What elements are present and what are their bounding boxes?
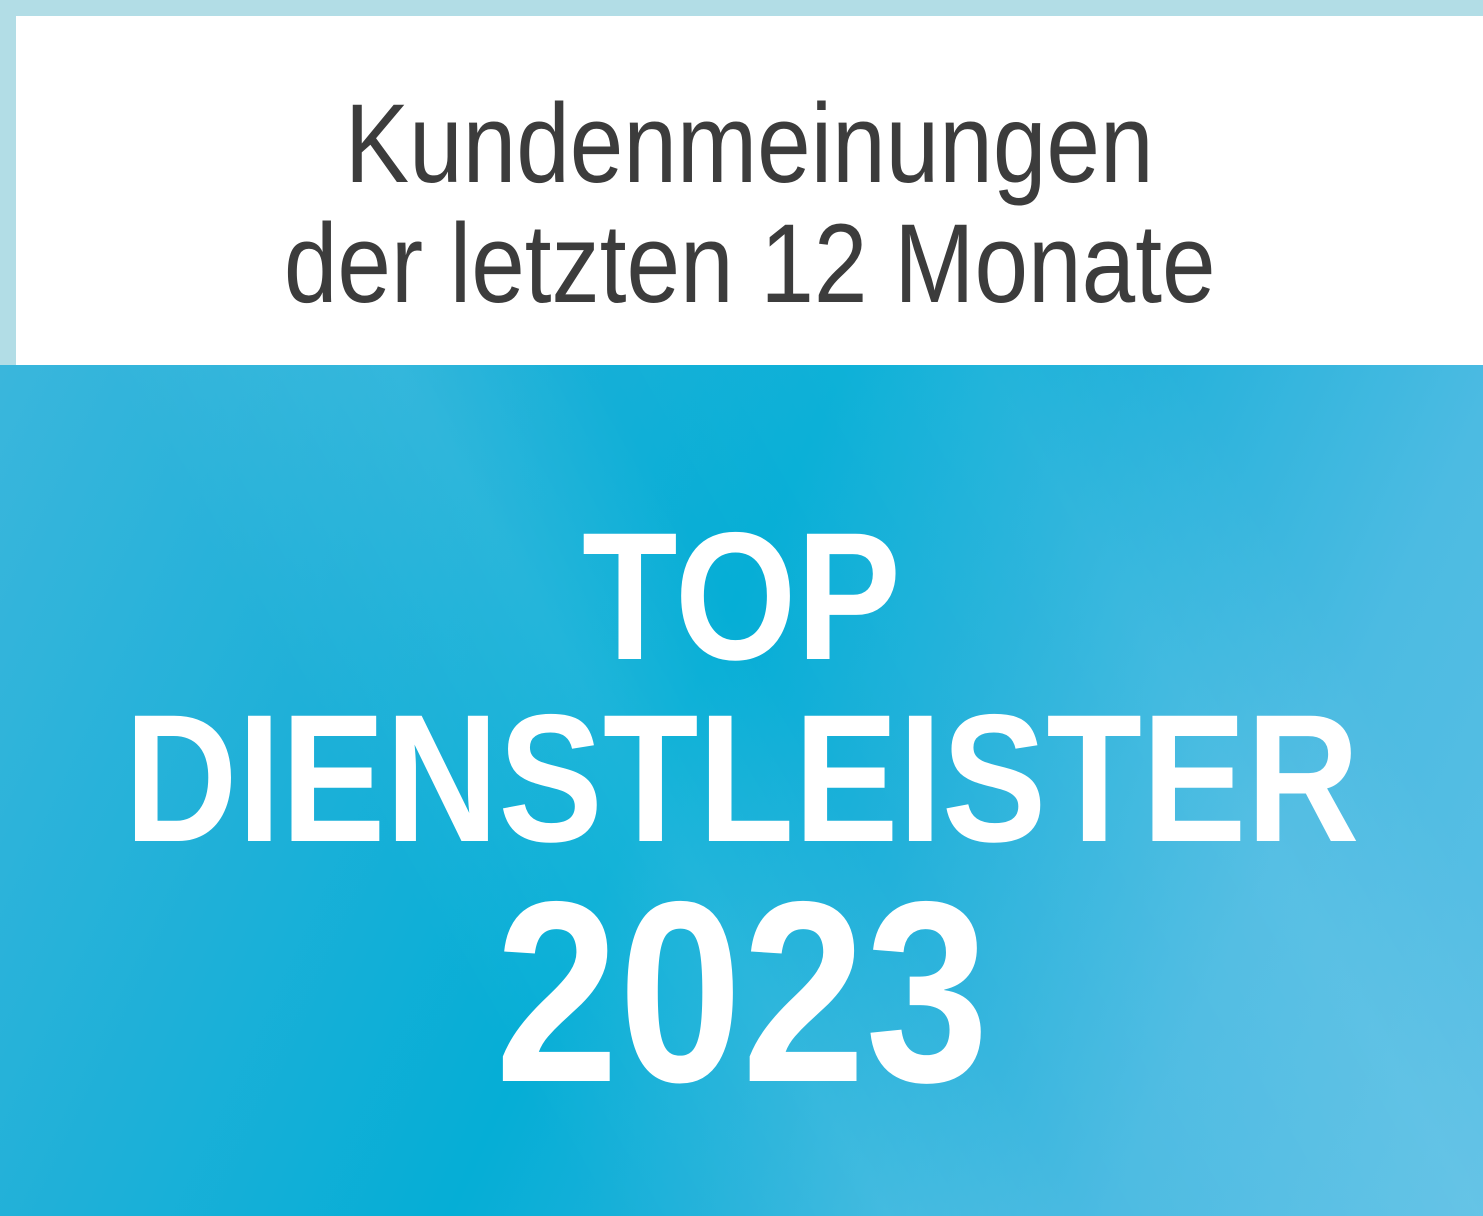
badge-top: TOP [0, 505, 1483, 687]
header-title-text: Kundenmeinungen [345, 81, 1154, 206]
badge-dienstleister-text: DIENSTLEISTER [124, 676, 1359, 880]
background-streaks [0, 365, 1483, 1216]
badge-year-text: 2023 [494, 847, 989, 1136]
header-panel: Kundenmeinungen der letzten 12 Monate [16, 16, 1483, 365]
header-subtitle-text: der letzten 12 Monate [283, 201, 1216, 326]
header-title: Kundenmeinungen [16, 88, 1483, 200]
header-subtitle: der letzten 12 Monate [16, 208, 1483, 320]
badge-panel: TOP DIENSTLEISTER 2023 [0, 365, 1483, 1216]
badge-dienstleister: DIENSTLEISTER [0, 687, 1483, 869]
badge-year: 2023 [0, 863, 1483, 1121]
badge-top-text: TOP [582, 494, 901, 698]
